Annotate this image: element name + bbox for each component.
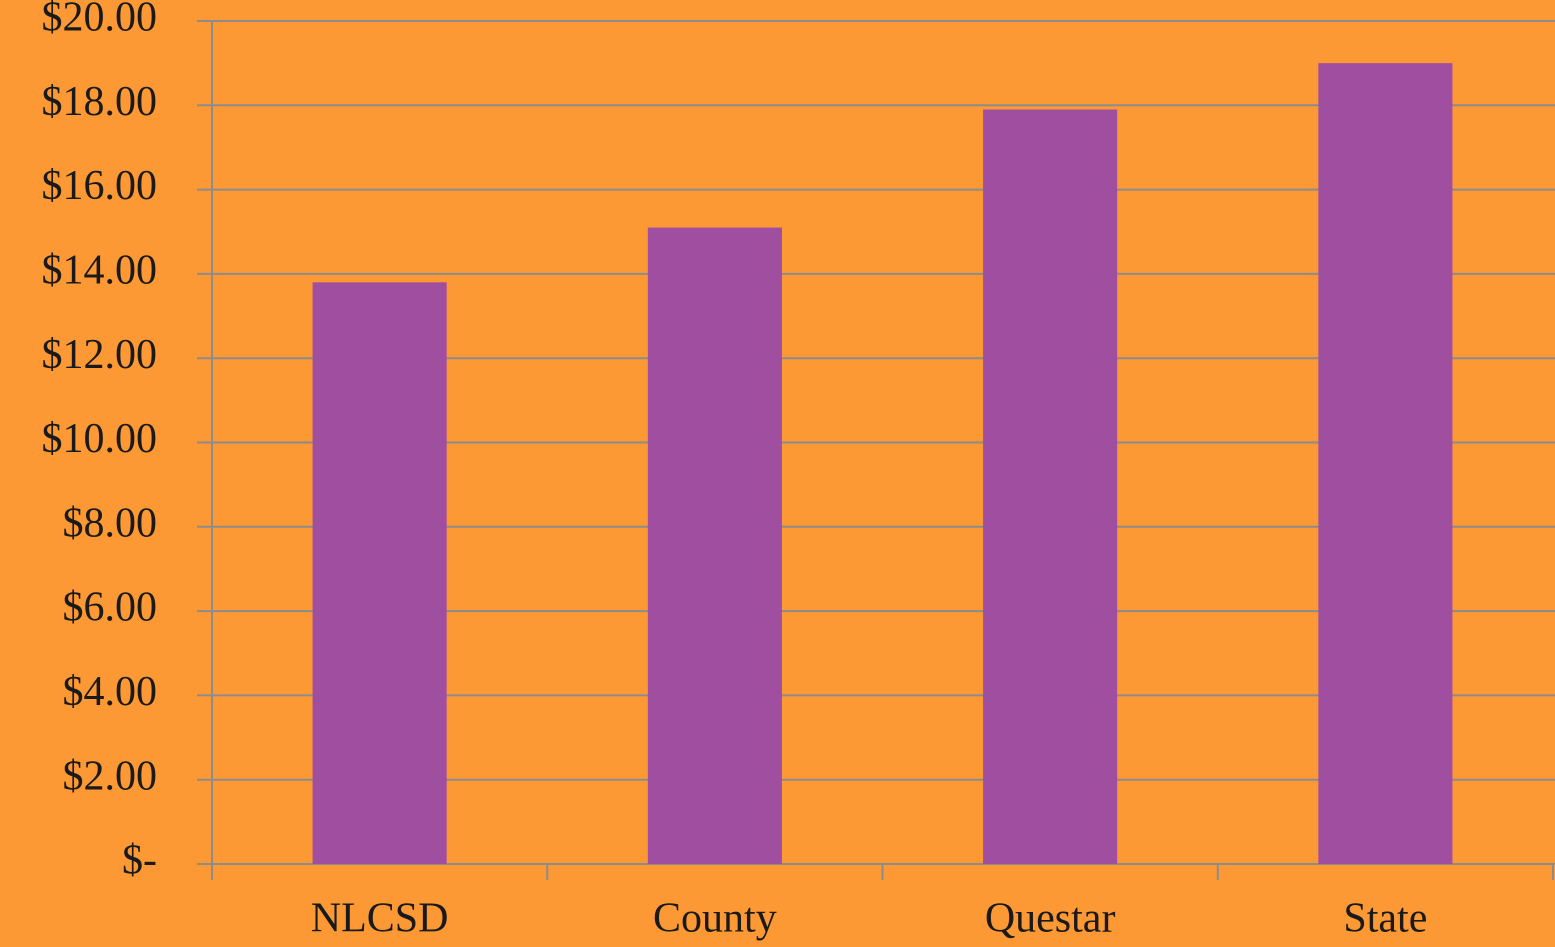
- y-tick-label: $4.00: [63, 669, 158, 715]
- y-tick-label: $-: [122, 838, 157, 884]
- y-tick-label: $6.00: [63, 585, 158, 631]
- y-tick-label: $10.00: [42, 416, 158, 462]
- x-tick-label: NLCSD: [311, 896, 449, 942]
- y-tick-label: $18.00: [42, 79, 158, 125]
- bar: [1318, 63, 1453, 864]
- bar: [983, 109, 1118, 864]
- y-tick-label: $12.00: [42, 332, 158, 378]
- x-tick-label: Questar: [985, 896, 1116, 942]
- y-tick-label: $20.00: [42, 0, 158, 41]
- y-tick-label: $14.00: [42, 248, 158, 294]
- x-tick-label: State: [1343, 896, 1427, 942]
- y-tick-label: $16.00: [42, 163, 158, 209]
- y-tick-label: $2.00: [63, 753, 158, 799]
- bar: [647, 227, 782, 864]
- x-tick-label: County: [653, 896, 777, 942]
- bar: [312, 282, 447, 865]
- y-tick-label: $8.00: [63, 500, 158, 546]
